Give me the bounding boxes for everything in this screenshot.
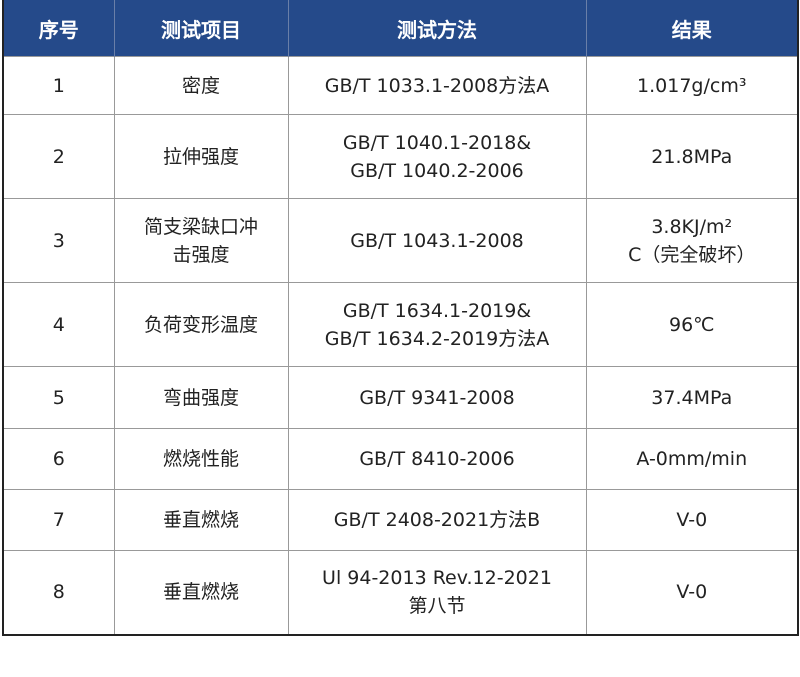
cell-method: GB/T 1033.1-2008方法A bbox=[287, 56, 587, 115]
cell-item: 弯曲强度 bbox=[113, 366, 289, 429]
cell-no: 4 bbox=[2, 282, 115, 367]
cell-item: 垂直燃烧 bbox=[113, 489, 289, 551]
cell-item-line: 燃烧性能 bbox=[162, 448, 239, 470]
cell-result-line: V-0 bbox=[676, 581, 708, 604]
cell-method-line: GB/T 9341-2008 bbox=[359, 386, 515, 409]
header-result: 结果 bbox=[585, 0, 798, 57]
table-row: 3 简支梁缺口冲 击强度 GB/T 1043.1-2008 3.8KJ/m² C（完全破坏… bbox=[2, 198, 799, 283]
header-method: 测试方法 bbox=[287, 0, 586, 57]
cell-result: 1.017g/cm³ bbox=[585, 56, 799, 115]
cell-method-line: GB/T 8410-2006 bbox=[359, 448, 515, 470]
table-row: 2 拉伸强度 GB/T 1040.1-2018& GB/T 1040.2-2006 21… bbox=[2, 114, 799, 199]
cell-method-line: Ul 94-2013 Rev.12-2021 bbox=[322, 567, 552, 590]
cell-item-line: 垂直燃烧 bbox=[162, 509, 239, 531]
cell-result: 96℃ bbox=[585, 282, 799, 367]
cell-result: 3.8KJ/m² C（完全破坏） bbox=[585, 198, 799, 283]
cell-method: Ul 94-2013 Rev.12-2021 第八节 bbox=[287, 550, 587, 635]
cell-item: 拉伸强度 bbox=[113, 114, 289, 199]
cell-no: 3 bbox=[2, 198, 115, 283]
cell-result-line: A-0mm/min bbox=[636, 448, 748, 470]
cell-method: GB/T 8410-2006 bbox=[287, 428, 587, 490]
header-item: 测试项目 bbox=[113, 0, 288, 57]
cell-result-line: 21.8MPa bbox=[651, 145, 733, 168]
cell-result-line: 37.4MPa bbox=[651, 386, 733, 409]
table-row: 7 垂直燃烧 GB/T 2408-2021方法B V-0 bbox=[2, 489, 799, 551]
cell-item: 负荷变形温度 bbox=[113, 282, 289, 367]
cell-result: 21.8MPa bbox=[585, 114, 799, 199]
header-no: 序号 bbox=[3, 0, 114, 57]
cell-method-line: 第八节 bbox=[408, 595, 466, 618]
cell-item: 简支梁缺口冲 击强度 bbox=[113, 198, 289, 283]
cell-item-line: 简支梁缺口冲 bbox=[143, 215, 258, 238]
cell-no: 2 bbox=[2, 114, 115, 199]
cell-item: 密度 bbox=[113, 56, 289, 115]
cell-result-line: C（完全破坏） bbox=[628, 243, 756, 266]
table-row: 1 密度 GB/T 1033.1-2008方法A 1.017g/cm³ bbox=[2, 56, 799, 115]
header-row: 序号 测试项目 测试方法 结果 bbox=[3, 0, 798, 57]
cell-result-line: 1.017g/cm³ bbox=[637, 74, 747, 97]
cell-method-line: GB/T 1040.1-2018& bbox=[342, 131, 532, 154]
test-results-table: 序号 测试项目 测试方法 结果 1 密度 GB/T 1033.1-2008方法A 1.… bbox=[2, 0, 799, 636]
table-row: 4 负荷变形温度 GB/T 1634.1-2019& GB/T 1634.2-2019… bbox=[2, 282, 799, 367]
cell-method-line: GB/T 2408-2021方法B bbox=[333, 509, 541, 531]
cell-no: 7 bbox=[2, 489, 115, 551]
table-row: 5 弯曲强度 GB/T 9341-2008 37.4MPa bbox=[2, 366, 799, 429]
cell-result-line: 96℃ bbox=[668, 313, 715, 336]
cell-method-line: GB/T 1634.1-2019& bbox=[342, 299, 532, 322]
cell-no: 8 bbox=[2, 550, 115, 635]
cell-result-line: V-0 bbox=[676, 509, 708, 531]
table-row: 8 垂直燃烧 Ul 94-2013 Rev.12-2021 第八节 V-0 bbox=[2, 550, 799, 635]
cell-result: A-0mm/min bbox=[585, 428, 799, 490]
cell-method: GB/T 1043.1-2008 bbox=[287, 198, 587, 283]
cell-result: 37.4MPa bbox=[585, 366, 799, 429]
cell-method: GB/T 2408-2021方法B bbox=[287, 489, 587, 551]
cell-result-line: 3.8KJ/m² bbox=[651, 215, 733, 238]
cell-method-line: GB/T 1634.2-2019方法A bbox=[324, 327, 550, 350]
cell-item-line: 弯曲强度 bbox=[162, 386, 239, 409]
cell-method: GB/T 9341-2008 bbox=[287, 366, 587, 429]
cell-item-line: 垂直燃烧 bbox=[162, 581, 239, 604]
table-row: 6 燃烧性能 GB/T 8410-2006 A-0mm/min bbox=[2, 428, 799, 490]
cell-item-line: 拉伸强度 bbox=[162, 145, 239, 168]
cell-result: V-0 bbox=[585, 550, 799, 635]
cell-item-line: 密度 bbox=[181, 74, 220, 97]
cell-no: 1 bbox=[2, 56, 115, 115]
cell-item-line: 负荷变形温度 bbox=[143, 313, 258, 336]
cell-no: 6 bbox=[2, 428, 115, 490]
cell-item: 燃烧性能 bbox=[113, 428, 289, 490]
cell-method-line: GB/T 1043.1-2008 bbox=[350, 229, 524, 252]
cell-method: GB/T 1634.1-2019& GB/T 1634.2-2019方法A bbox=[287, 282, 587, 367]
cell-item: 垂直燃烧 bbox=[113, 550, 289, 635]
cell-item-line: 击强度 bbox=[172, 243, 230, 266]
cell-method-line: GB/T 1033.1-2008方法A bbox=[324, 74, 550, 97]
cell-no: 5 bbox=[2, 366, 115, 429]
cell-method-line: GB/T 1040.2-2006 bbox=[350, 159, 524, 182]
cell-method: GB/T 1040.1-2018& GB/T 1040.2-2006 bbox=[287, 114, 587, 199]
cell-result: V-0 bbox=[585, 489, 799, 551]
